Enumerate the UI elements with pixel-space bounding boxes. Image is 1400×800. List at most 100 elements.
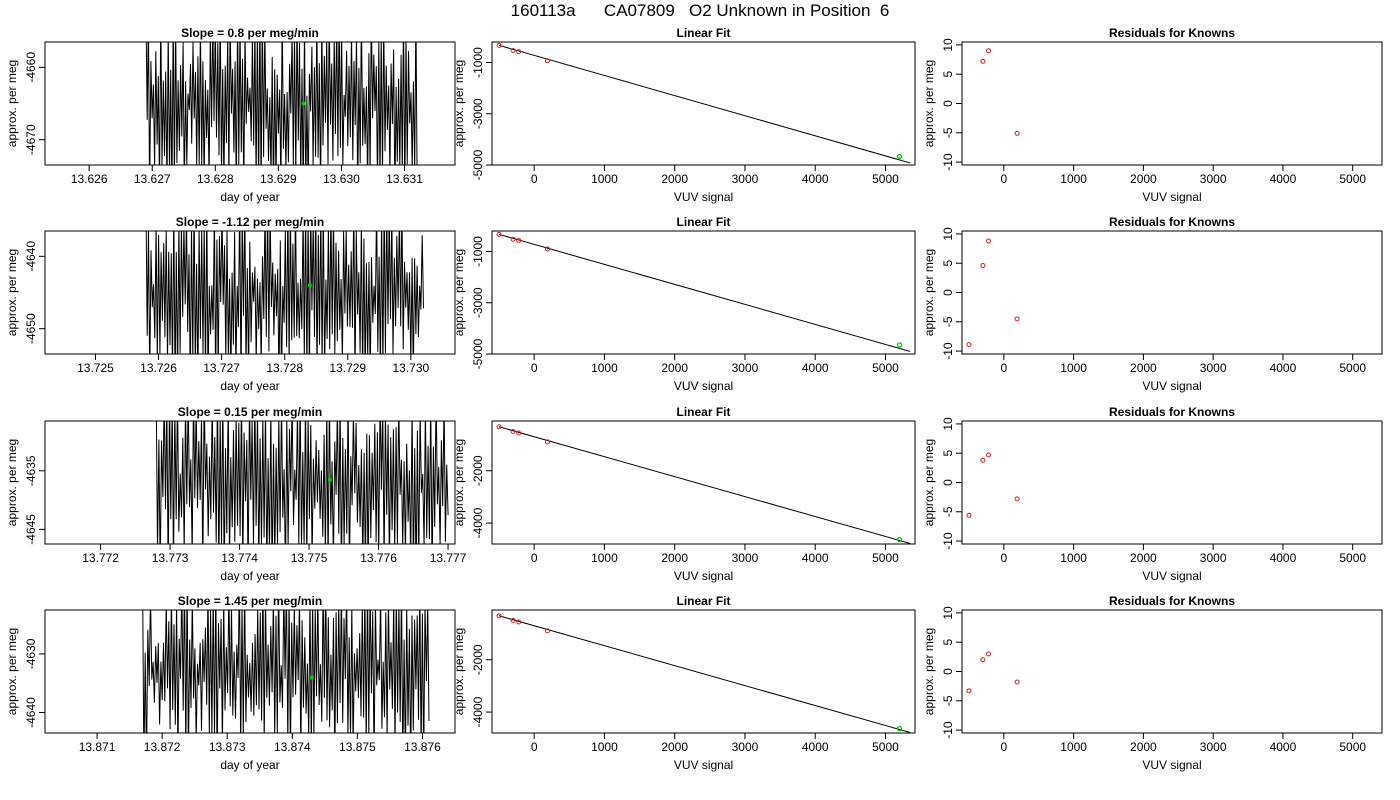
- y-tick-label: -5: [941, 127, 955, 138]
- y-tick-label: -5: [941, 506, 955, 517]
- x-tick-label: 1000: [1060, 172, 1087, 186]
- y-axis-label: approx. per meg: [452, 439, 466, 526]
- unknown-point: [307, 283, 312, 288]
- x-axis-label: day of year: [220, 758, 279, 772]
- x-tick-label: 1000: [591, 361, 618, 375]
- plot-frame: [44, 41, 456, 166]
- x-tick-label: 0: [1001, 551, 1008, 565]
- known-point: [545, 628, 551, 634]
- x-tick-label: 5000: [1339, 361, 1366, 375]
- residual-point: [986, 452, 992, 458]
- y-tick-label: 10: [941, 417, 955, 431]
- x-tick-label: 0: [1001, 361, 1008, 375]
- x-tick-label: 13.727: [203, 361, 240, 375]
- x-axis-label: day of year: [220, 569, 279, 583]
- y-axis-label: approx. per meg: [452, 60, 466, 147]
- y-tick-label: 10: [941, 38, 955, 52]
- panel-title: Linear Fit: [676, 405, 730, 419]
- x-tick-label: 0: [531, 740, 538, 754]
- x-tick-label: 2000: [1130, 361, 1157, 375]
- known-point: [510, 428, 516, 434]
- y-tick-label: -10: [941, 721, 955, 739]
- y-tick-label: -1000: [471, 47, 485, 78]
- plot-frame: [961, 41, 1383, 166]
- signal-trace: [145, 42, 418, 165]
- y-tick-label: -10: [941, 342, 955, 360]
- y-tick-label: 0: [941, 479, 955, 486]
- panel-2-1: Slope = -1.12 per meg/min 13.725 13.726 13.…: [5, 215, 456, 393]
- x-tick-label: 2000: [1130, 172, 1157, 186]
- x-axis-label: VUV signal: [1142, 569, 1201, 583]
- y-tick-label: 5: [941, 71, 955, 78]
- y-tick-label: -4645: [24, 514, 38, 545]
- x-tick-label: 5000: [872, 361, 899, 375]
- known-point: [516, 49, 522, 55]
- x-tick-label: 2000: [661, 361, 688, 375]
- x-tick-label: 2000: [661, 740, 688, 754]
- plot-frame: [961, 230, 1383, 355]
- x-tick-label: 13.630: [323, 172, 360, 186]
- unknown-point: [301, 101, 306, 106]
- residual-point: [1014, 496, 1020, 502]
- panel-title: Linear Fit: [676, 594, 730, 608]
- x-axis-label: day of year: [220, 190, 279, 204]
- panel-title: Residuals for Knowns: [1109, 215, 1235, 229]
- y-tick-label: -4650: [24, 313, 38, 344]
- x-tick-label: 3000: [1200, 551, 1227, 565]
- x-tick-label: 5000: [872, 551, 899, 565]
- panel-4-2: Linear Fit 0 1000 2000 3000 4000 5000 -2000 -400…: [452, 594, 916, 772]
- x-tick-label: 13.775: [291, 551, 328, 565]
- x-axis-label: VUV signal: [1142, 379, 1201, 393]
- known-point: [510, 236, 516, 242]
- known-point: [496, 231, 502, 237]
- y-axis-label: approx. per meg: [922, 60, 936, 147]
- unknown-point: [896, 726, 903, 732]
- plot-frame: [44, 230, 456, 355]
- y-axis-label: approx. per meg: [922, 628, 936, 715]
- x-tick-label: 1000: [1060, 551, 1087, 565]
- x-tick-label: 1000: [591, 172, 618, 186]
- signal-trace: [155, 421, 449, 544]
- known-point: [545, 58, 551, 64]
- panel-title: Residuals for Knowns: [1109, 405, 1235, 419]
- y-tick-label: -2000: [471, 644, 485, 675]
- x-axis-label: VUV signal: [674, 569, 733, 583]
- y-axis-label: approx. per meg: [922, 439, 936, 526]
- x-tick-label: 13.871: [79, 740, 116, 754]
- y-tick-label: -5000: [471, 149, 485, 180]
- known-point: [510, 617, 516, 623]
- x-tick-label: 4000: [1270, 361, 1297, 375]
- panel-title: Slope = 1.45 per meg/min: [178, 594, 322, 608]
- x-tick-label: 0: [1001, 172, 1008, 186]
- x-tick-label: 13.626: [71, 172, 108, 186]
- x-tick-label: 13.729: [329, 361, 366, 375]
- x-tick-label: 13.875: [339, 740, 376, 754]
- panel-title: Slope = 0.15 per meg/min: [178, 405, 322, 419]
- x-tick-label: 13.726: [140, 361, 177, 375]
- panel-title: Residuals for Knowns: [1109, 26, 1235, 40]
- x-tick-label: 13.631: [386, 172, 423, 186]
- panel-2-2: Linear Fit 0 1000 2000 3000 4000 5000 -1000 -300…: [452, 215, 916, 393]
- y-tick-label: 0: [941, 100, 955, 107]
- panel-3-1: Slope = 0.15 per meg/min 13.772 13.773 13.7…: [5, 405, 467, 583]
- x-tick-label: 3000: [1200, 740, 1227, 754]
- x-tick-label: 13.730: [392, 361, 429, 375]
- y-axis-label: approx. per meg: [922, 249, 936, 336]
- x-tick-label: 5000: [1339, 551, 1366, 565]
- unknown-point: [896, 153, 903, 160]
- residual-point: [980, 457, 986, 463]
- residual-point: [986, 651, 992, 657]
- x-tick-label: 13.874: [274, 740, 311, 754]
- x-tick-label: 0: [1001, 740, 1008, 754]
- plot-frame: [961, 420, 1383, 545]
- panel-title: Residuals for Knowns: [1109, 594, 1235, 608]
- x-tick-label: 3000: [1200, 361, 1227, 375]
- plot-frame: [491, 609, 916, 734]
- panel-4-1: Slope = 1.45 per meg/min 13.871 13.872 13.8…: [5, 594, 456, 772]
- y-axis-label: approx. per meg: [5, 439, 19, 526]
- x-tick-label: 1000: [591, 740, 618, 754]
- y-axis-label: approx. per meg: [452, 249, 466, 336]
- x-tick-label: 2000: [661, 172, 688, 186]
- signal-trace: [145, 231, 424, 354]
- residual-point: [986, 48, 992, 54]
